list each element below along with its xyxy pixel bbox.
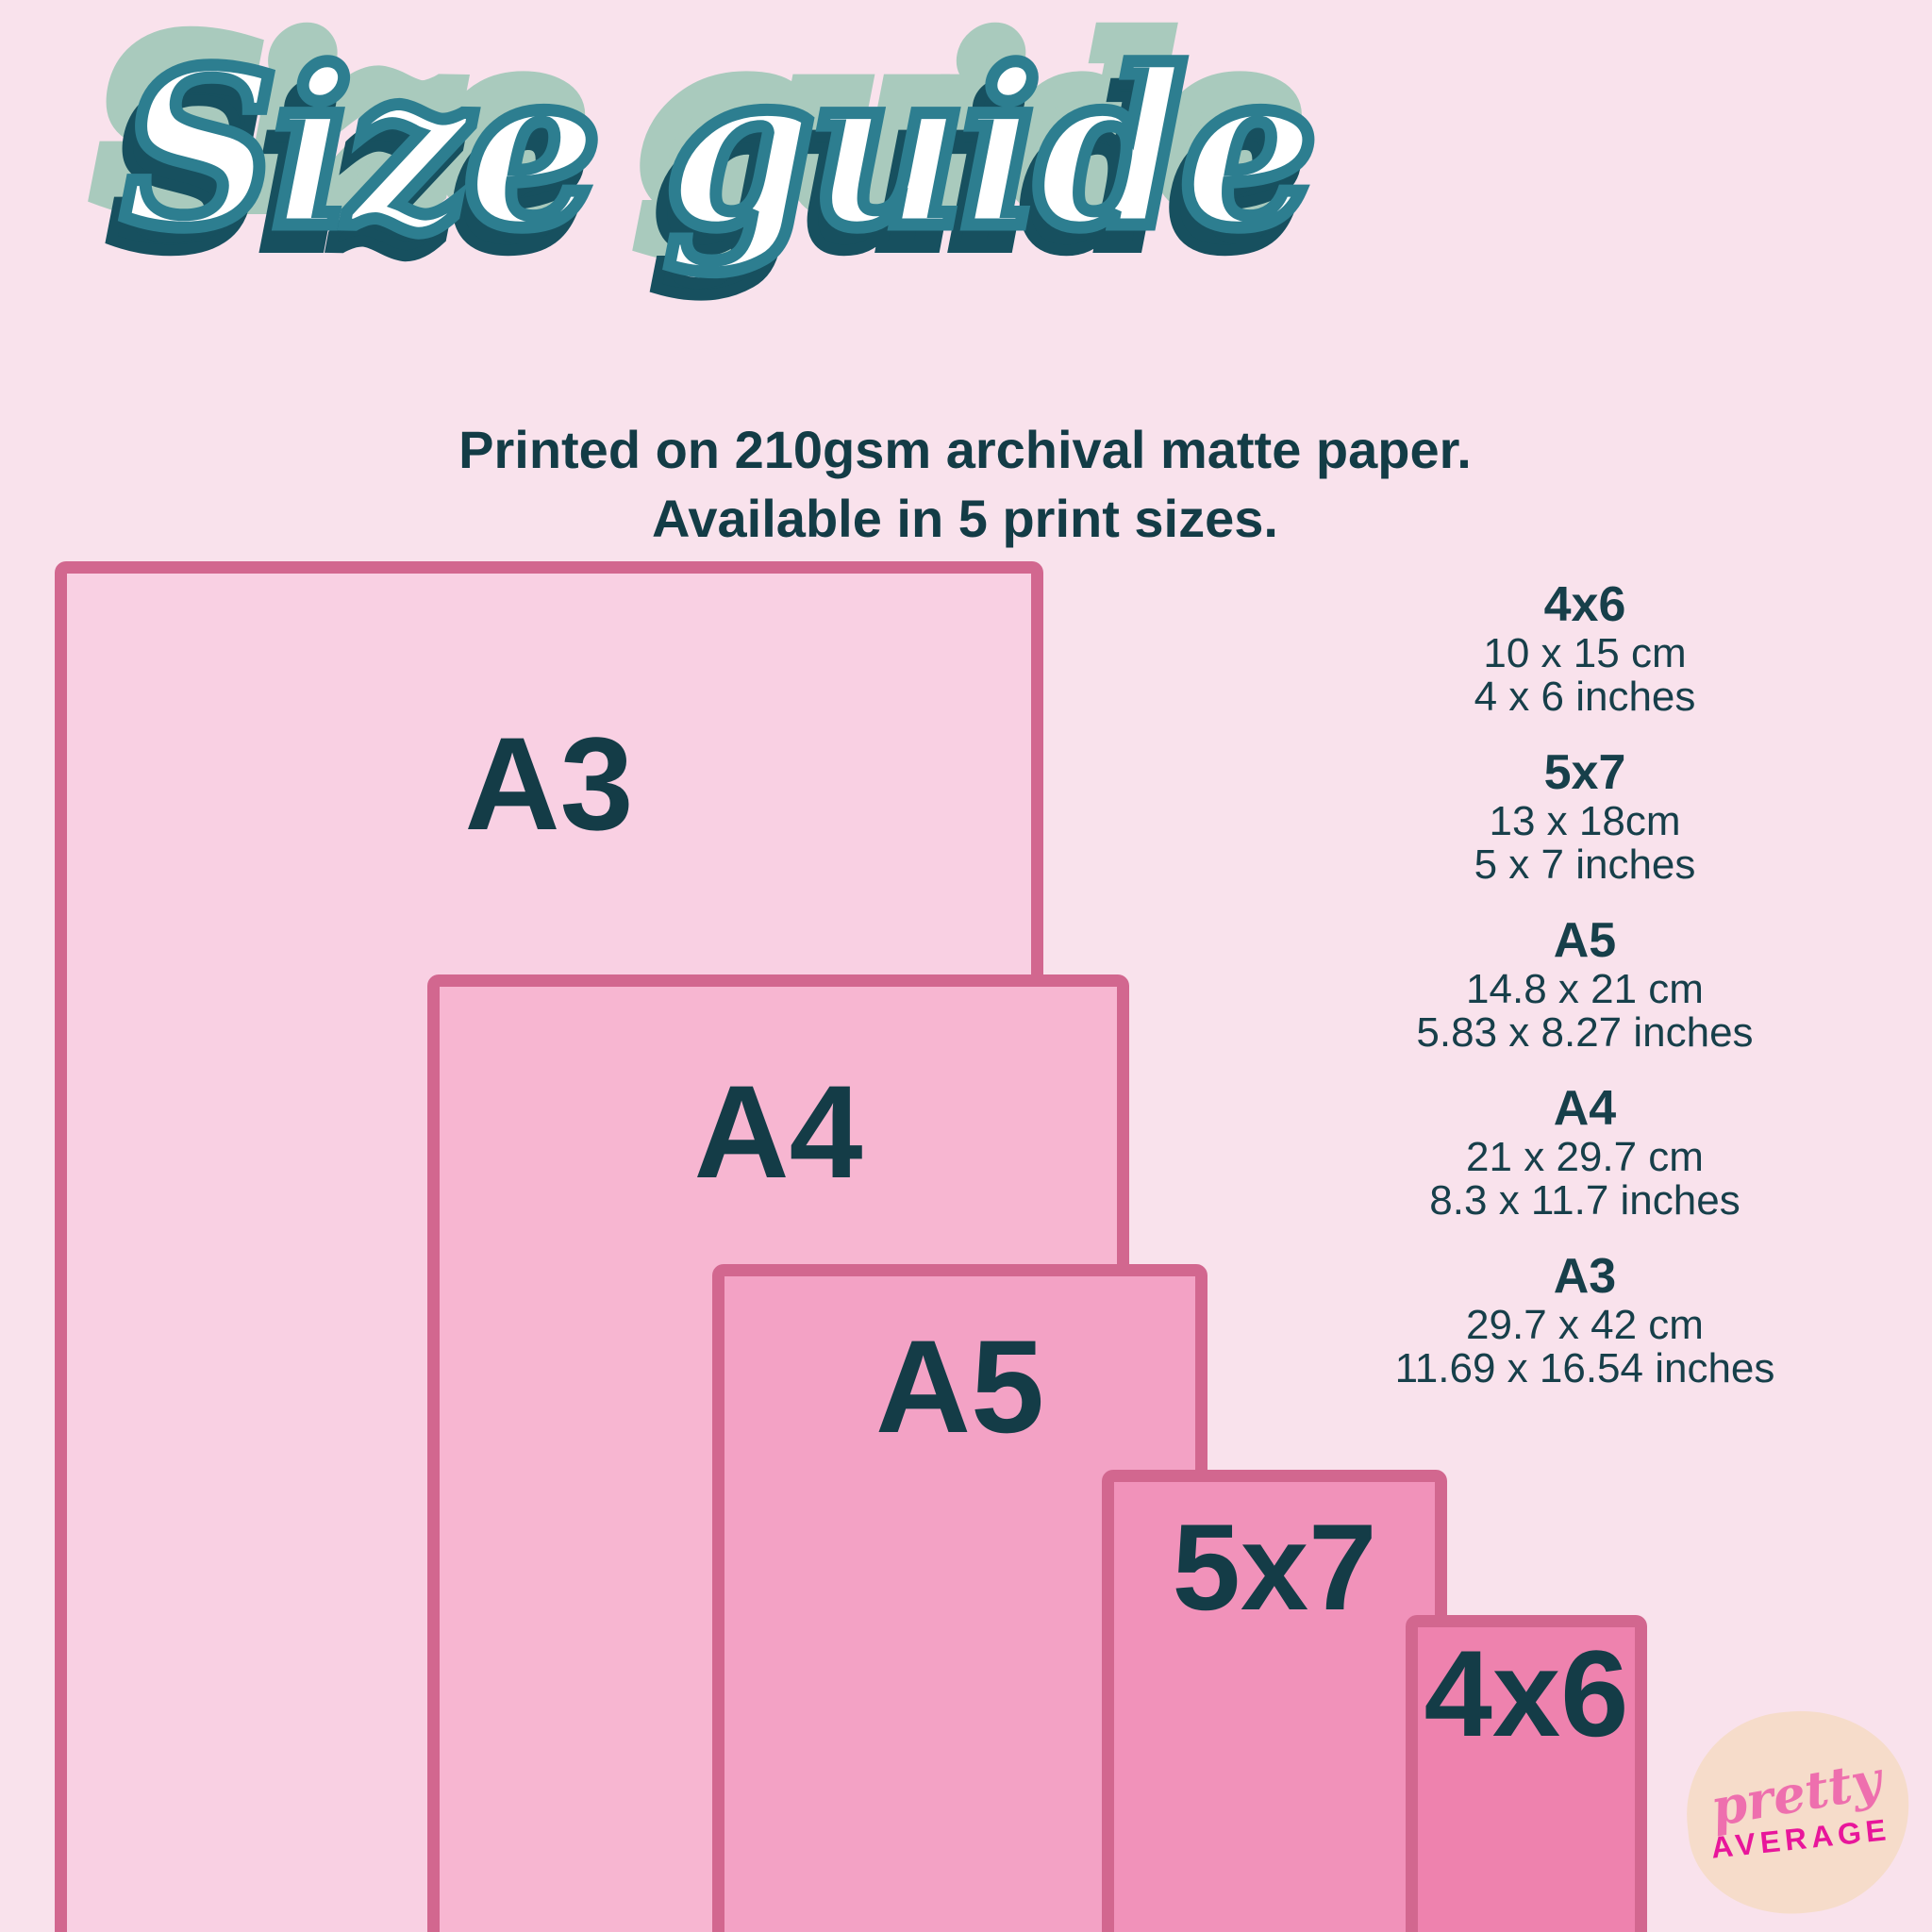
size-cm: 29.7 x 42 cm xyxy=(1466,1302,1704,1348)
paper-rect-5x7: 5x7 xyxy=(1102,1470,1447,1932)
size-cm: 10 x 15 cm xyxy=(1483,630,1687,676)
paper-rect-4x6: 4x6 xyxy=(1406,1615,1647,1932)
size-group-4x6: 4x6 10 x 15 cm 4 x 6 inches xyxy=(1349,577,1821,719)
paper-label-a3: A3 xyxy=(464,709,634,858)
size-inches: 5 x 7 inches xyxy=(1474,841,1696,888)
size-cm: 13 x 18cm xyxy=(1489,798,1681,844)
size-inches: 11.69 x 16.54 inches xyxy=(1394,1345,1775,1391)
subtitle-line-2: Available in 5 print sizes. xyxy=(652,489,1278,548)
size-name: A5 xyxy=(1553,913,1617,968)
brand-logo: pretty AVERAGE xyxy=(1676,1700,1920,1924)
paper-label-4x6: 4x6 xyxy=(1424,1624,1629,1762)
size-list: 4x6 10 x 15 cm 4 x 6 inches 5x7 13 x 18c… xyxy=(1349,577,1821,1417)
paper-label-5x7: 5x7 xyxy=(1172,1498,1377,1636)
size-group-5x7: 5x7 13 x 18cm 5 x 7 inches xyxy=(1349,745,1821,887)
size-name: 4x6 xyxy=(1543,577,1626,632)
title-text: Size guide xyxy=(116,17,1324,282)
paper-label-a5: A5 xyxy=(875,1312,1044,1460)
size-cm: 21 x 29.7 cm xyxy=(1466,1134,1704,1180)
size-inches: 5.83 x 8.27 inches xyxy=(1416,1009,1754,1056)
size-cm: 14.8 x 21 cm xyxy=(1466,966,1704,1012)
page-title: Size guide Size guide Size guide xyxy=(57,0,1377,319)
size-name: 5x7 xyxy=(1543,745,1626,800)
subtitle: Printed on 210gsm archival matte paper. … xyxy=(305,415,1625,553)
size-name: A4 xyxy=(1553,1081,1617,1136)
paper-label-a4: A4 xyxy=(693,1058,863,1206)
title-shadow-dark: Size guide xyxy=(103,40,1309,304)
size-group-a3: A3 29.7 x 42 cm 11.69 x 16.54 inches xyxy=(1349,1249,1821,1391)
size-name: A3 xyxy=(1553,1249,1617,1304)
size-group-a5: A5 14.8 x 21 cm 5.83 x 8.27 inches xyxy=(1349,913,1821,1055)
size-group-a4: A4 21 x 29.7 cm 8.3 x 11.7 inches xyxy=(1349,1081,1821,1223)
size-inches: 4 x 6 inches xyxy=(1474,674,1696,720)
size-inches: 8.3 x 11.7 inches xyxy=(1429,1177,1740,1224)
subtitle-line-1: Printed on 210gsm archival matte paper. xyxy=(458,420,1472,479)
title-shadow-sage: Size guide xyxy=(87,0,1310,265)
